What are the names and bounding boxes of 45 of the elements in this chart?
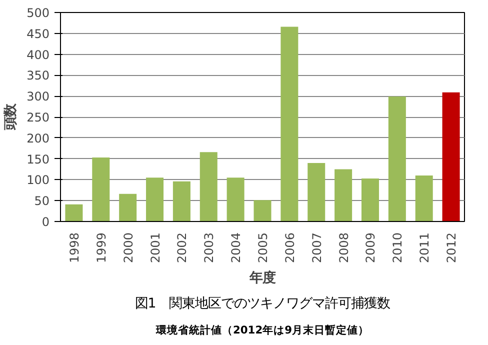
x-tick-label: 2012 — [444, 232, 459, 264]
bar — [361, 178, 379, 222]
x-tick-label: 2000 — [121, 232, 136, 264]
y-tick-label: 250 — [26, 110, 50, 124]
y-tick-label: 350 — [26, 68, 50, 83]
bar — [308, 162, 326, 222]
y-tick-label: 50 — [34, 194, 50, 208]
bar — [254, 200, 272, 222]
y-axis-title: 頭数 — [4, 103, 19, 131]
bar — [119, 194, 137, 222]
x-tick-label: 2011 — [418, 232, 432, 264]
x-tick-label: 2001 — [148, 232, 162, 264]
x-tick-label: 2005 — [256, 232, 270, 264]
x-tick-label: 2009 — [364, 232, 378, 264]
x-tick-label: 2006 — [282, 232, 297, 264]
x-tick-label: 2007 — [310, 232, 324, 264]
x-tick-label: 2003 — [202, 232, 216, 264]
x-tick-label: 2002 — [175, 232, 190, 264]
bar — [146, 178, 164, 222]
bar — [92, 158, 110, 222]
bar — [388, 96, 406, 222]
x-tick-label: 1998 — [67, 232, 82, 264]
text: 環境省統計値（2012年は9月末日暫定値） — [154, 324, 370, 336]
x-tick-label: 2008 — [336, 232, 351, 264]
y-tick-label: 300 — [26, 90, 50, 104]
x-tick-label: 1999 — [94, 232, 108, 264]
x-tick-label: 2010 — [390, 232, 405, 264]
x-tick-label: 2004 — [229, 232, 244, 264]
y-tick-label: 150 — [26, 152, 50, 166]
y-tick-label: 100 — [26, 173, 50, 188]
y-tick-label: 0 — [42, 215, 50, 229]
bar — [280, 26, 298, 222]
bar — [200, 152, 218, 222]
bar — [442, 92, 460, 222]
y-tick-label: 200 — [26, 131, 50, 146]
y-tick-label: 500 — [26, 6, 50, 20]
x-axis-title: 年度 — [248, 270, 276, 286]
bar — [65, 204, 83, 222]
bar — [226, 178, 244, 222]
bar — [172, 181, 190, 222]
y-tick-label: 400 — [26, 48, 50, 62]
y-tick-label: 450 — [26, 26, 50, 41]
bar — [334, 169, 352, 222]
bar — [415, 176, 433, 222]
text: 図1 関東地区でのツキノワグマ許可捕獲数 — [134, 296, 390, 312]
